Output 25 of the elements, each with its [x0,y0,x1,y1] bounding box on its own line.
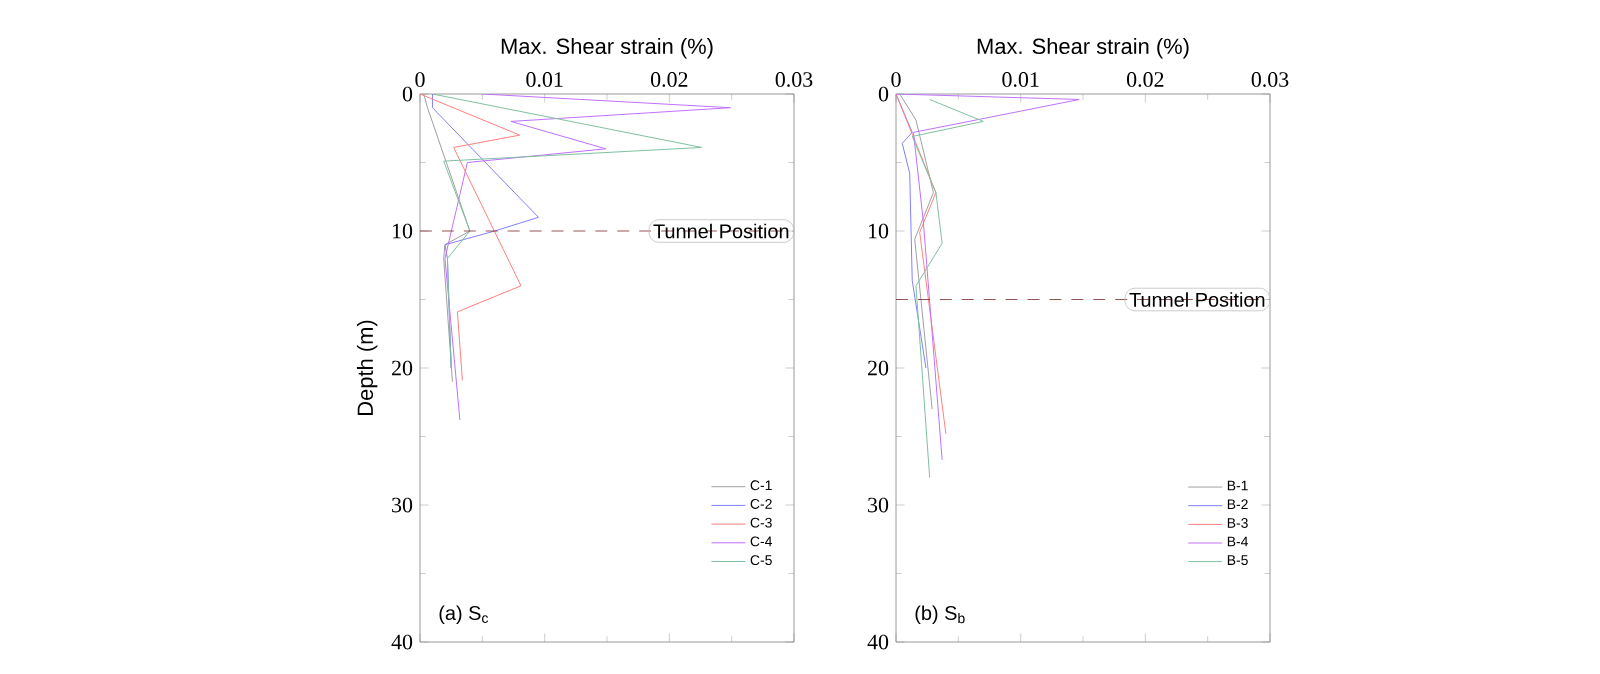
y-tick-label: 10 [392,223,413,239]
y-tick-label: 30 [868,497,889,513]
x-tick-label: 0.02 [651,72,688,87]
x-tick-label: 0 [891,72,901,87]
annotation: (a) S$_{c}$ [439,605,489,625]
x-tick-label: 0.01 [1002,72,1039,87]
y-tick-label: 30 [392,497,413,513]
y-tick-label: 20 [392,360,413,376]
ref-line-label: Tunnel Position [1129,292,1265,307]
y-tick-label: 10 [868,223,889,239]
x-tick-label: 0.01 [526,72,563,87]
y-axis-title: Depth (m) [356,320,378,415]
x-tick-label: 0.03 [1251,72,1289,87]
y-tick-label: 20 [868,360,889,376]
y-tick-label: 40 [867,634,889,650]
x-tick-label: 0.02 [1127,72,1164,87]
y-tick-label: 0 [878,86,889,102]
x-tick-label: 0 [415,72,425,87]
x-tick-label: 0.03 [775,72,813,87]
ref-line-label: Tunnel Position [653,223,789,239]
annotation: (b) S$_{b}$ [915,605,965,625]
y-tick-label: 40 [391,634,413,650]
x-axis-title: Max. Shear strain (%) [501,37,713,59]
y-tick-label: 0 [402,86,413,102]
x-axis-title: Max. Shear strain (%) [977,37,1189,59]
